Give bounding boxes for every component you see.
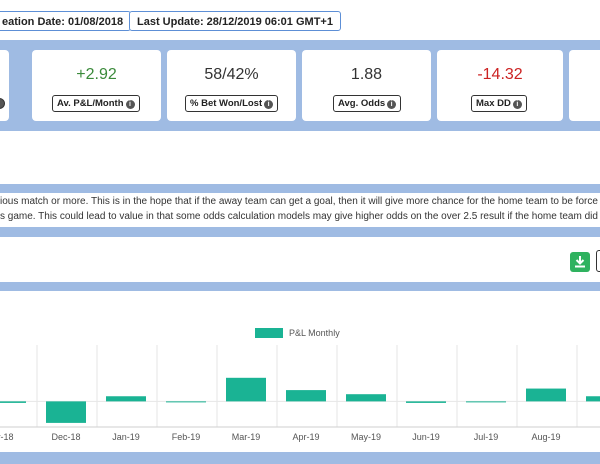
description-band-top	[0, 184, 600, 193]
legend-label: P&L Monthly	[289, 328, 340, 338]
max-dd-value: -14.32	[477, 66, 523, 83]
info-icon: i	[512, 100, 522, 109]
download-icon	[575, 256, 585, 268]
description-band-bottom	[0, 227, 600, 237]
description-line-1: ious match or more. This is in the hope …	[0, 196, 598, 207]
x-tick-label: Jun-19	[412, 432, 440, 442]
legend-swatch	[255, 328, 283, 338]
creation-date-badge: eation Date: 01/08/2018	[0, 11, 132, 31]
bar-aug-19[interactable]	[526, 388, 566, 402]
bar-se[interactable]	[586, 396, 600, 402]
avg-odds-value: 1.88	[350, 66, 383, 83]
bar-jan-19[interactable]	[106, 396, 146, 402]
stat-card-partial-right	[569, 50, 600, 121]
stat-card-max-dd: -14.32 Max DD i	[437, 50, 563, 121]
x-tick-label: Apr-19	[292, 432, 319, 442]
info-icon: i	[264, 100, 274, 109]
pl-monthly-chart: v-18 Dec-18 Jan-19 Feb-19 Mar-19 Apr-19 May-19…	[0, 328, 600, 442]
last-update-badge: Last Update: 28/12/2019 06:01 GMT+1	[129, 11, 341, 31]
stat-card-avg-pl: +2.92 Av. P&L/Month i	[32, 50, 161, 121]
x-tick-label: v-18	[0, 432, 14, 442]
x-tick-label: Jul-19	[474, 432, 499, 442]
avg-pl-label-box[interactable]: Av. P&L/Month i	[52, 95, 140, 112]
download-button[interactable]	[570, 252, 590, 272]
bar-v-18[interactable]	[0, 401, 26, 403]
bet-won-lost-value: 58/42%	[204, 66, 259, 83]
description-line-2: s game. This could lead to value in that…	[0, 211, 598, 222]
chart-band-top	[0, 282, 600, 291]
x-tick-label: Feb-19	[172, 432, 201, 442]
bet-won-lost-label: % Bet Won/Lost	[190, 98, 263, 109]
last-update-text: Last Update: 28/12/2019 06:01 GMT+1	[137, 16, 333, 28]
bar-dec-18[interactable]	[46, 401, 86, 423]
bar-mar-19[interactable]	[226, 377, 266, 402]
bar-may-19[interactable]	[346, 394, 386, 402]
stat-card-avg-odds: 1.88 Avg. Odds i	[302, 50, 431, 121]
x-tick-label: Jan-19	[112, 432, 140, 442]
max-dd-label: Max DD	[476, 98, 511, 109]
creation-date-text: eation Date: 01/08/2018	[2, 16, 124, 28]
x-tick-label: May-19	[351, 432, 381, 442]
stat-card-partial-left	[0, 50, 9, 121]
info-icon[interactable]	[0, 98, 5, 109]
avg-pl-value: +2.92	[76, 66, 117, 83]
bet-won-lost-label-box[interactable]: % Bet Won/Lost i	[185, 95, 279, 112]
stat-card-bet-won-lost: 58/42% % Bet Won/Lost i	[167, 50, 296, 121]
chart-container: v-18 Dec-18 Jan-19 Feb-19 Mar-19 Apr-19 May-19…	[0, 300, 600, 445]
bar-jun-19[interactable]	[406, 401, 446, 403]
info-icon: i	[125, 100, 135, 109]
x-tick-label: Aug-19	[531, 432, 560, 442]
bar-apr-19[interactable]	[286, 390, 326, 402]
avg-pl-label: Av. P&L/Month	[57, 98, 124, 109]
bar-jul-19[interactable]	[466, 401, 506, 403]
bar-feb-19[interactable]	[166, 401, 206, 403]
x-tick-label: Mar-19	[232, 432, 261, 442]
avg-odds-label: Avg. Odds	[338, 98, 386, 109]
x-tick-label: Dec-18	[51, 432, 80, 442]
max-dd-label-box[interactable]: Max DD i	[471, 95, 527, 112]
info-icon: i	[387, 100, 397, 109]
toolbar-button-partial[interactable]	[596, 250, 600, 272]
avg-odds-label-box[interactable]: Avg. Odds i	[333, 95, 402, 112]
chart-band-bottom	[0, 452, 600, 464]
